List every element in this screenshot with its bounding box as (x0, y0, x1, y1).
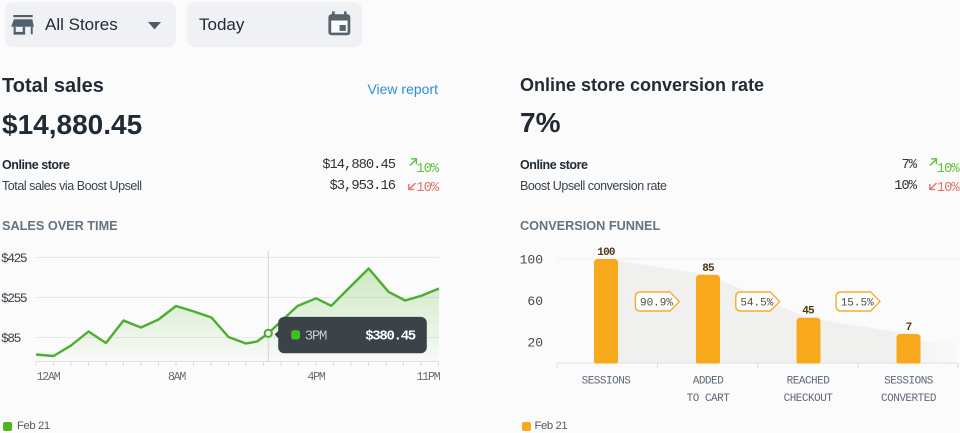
svg-text:15.5%: 15.5% (841, 297, 874, 309)
svg-text:100: 100 (520, 253, 543, 268)
svg-text:$255: $255 (1, 291, 27, 306)
svg-text:$85: $85 (1, 331, 21, 346)
svg-text:SESSIONS: SESSIONS (582, 376, 632, 388)
svg-text:54.5%: 54.5% (740, 297, 773, 309)
svg-text:12AM: 12AM (37, 371, 61, 384)
svg-text:4PM: 4PM (307, 371, 325, 384)
svg-text:$425: $425 (1, 251, 27, 266)
svg-text:ADDED: ADDED (693, 376, 724, 388)
svg-text:45: 45 (802, 306, 815, 318)
svg-text:CONVERTED: CONVERTED (881, 393, 937, 405)
svg-text:TO CART: TO CART (687, 393, 731, 405)
svg-text:85: 85 (702, 263, 715, 275)
svg-text:SESSIONS: SESSIONS (884, 376, 934, 388)
svg-text:$380.45: $380.45 (365, 328, 416, 344)
svg-text:8AM: 8AM (168, 371, 186, 384)
svg-text:REACHED: REACHED (787, 376, 831, 388)
svg-text:20: 20 (527, 336, 543, 351)
svg-text:90.9%: 90.9% (640, 297, 673, 309)
svg-text:100: 100 (597, 247, 615, 259)
svg-text:11PM: 11PM (417, 371, 441, 384)
svg-text:CHECKOUT: CHECKOUT (784, 393, 834, 405)
svg-text:3PM: 3PM (305, 328, 327, 344)
svg-text:7: 7 (906, 322, 912, 334)
svg-text:60: 60 (527, 294, 543, 309)
